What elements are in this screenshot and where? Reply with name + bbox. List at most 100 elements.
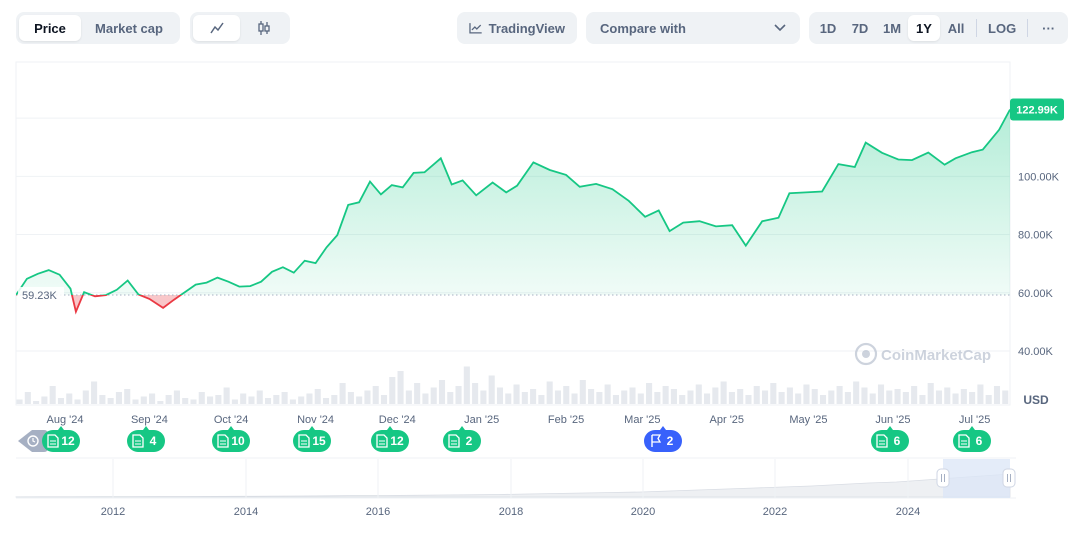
candlestick-chart-button[interactable] — [240, 15, 287, 41]
volume-bar — [496, 387, 504, 404]
x-tick-label: Dec '24 — [379, 414, 416, 426]
volume-bar — [33, 401, 40, 404]
volume-bar — [157, 401, 164, 404]
volume-bar — [24, 392, 31, 404]
price-tab[interactable]: Price — [19, 15, 81, 41]
volume-bar — [993, 386, 1001, 404]
volume-bar — [654, 392, 661, 404]
volume-bar — [240, 393, 247, 404]
volume-bar — [712, 387, 719, 404]
volume-bar — [795, 393, 802, 404]
volume-bar — [190, 399, 197, 404]
range-1m-button[interactable]: 1M — [882, 20, 902, 36]
y-tick-label: 40.00K — [1018, 346, 1054, 358]
marker-count: 4 — [150, 434, 157, 448]
volume-bar — [74, 399, 81, 404]
navigator-tick-label: 2018 — [499, 506, 523, 518]
volume-bar — [207, 396, 214, 404]
news-marker[interactable]: 10 — [212, 426, 250, 452]
volume-bar — [82, 390, 89, 404]
volume-bar — [513, 384, 520, 404]
x-tick-label: Aug '24 — [47, 414, 84, 426]
y-tick-label: 60.00K — [1018, 288, 1054, 300]
volume-bar — [124, 389, 131, 404]
news-marker[interactable]: 12 — [371, 426, 409, 452]
news-markers: 12 4 10 15 12 2 2 6 6 — [18, 426, 991, 452]
tradingview-button[interactable]: TradingView — [457, 12, 577, 44]
chevron-down-icon — [774, 24, 786, 32]
volume-bar — [819, 395, 827, 404]
x-tick-label: May '25 — [789, 414, 827, 426]
document-icon — [448, 434, 460, 448]
range-1y-button[interactable]: 1Y — [908, 15, 940, 41]
event-flag-marker[interactable]: 2 — [644, 426, 682, 452]
news-marker[interactable]: 4 — [127, 426, 165, 452]
news-marker[interactable]: 6 — [871, 426, 909, 452]
x-tick-label: Jan '25 — [464, 414, 499, 426]
volume-bar — [637, 393, 644, 404]
price-line-up — [16, 109, 1010, 295]
log-scale-button[interactable]: LOG — [988, 20, 1017, 36]
compare-with-select[interactable]: Compare with — [586, 12, 800, 44]
volume-bar — [753, 386, 760, 404]
x-tick-label: Apr '25 — [710, 414, 745, 426]
news-marker[interactable]: 15 — [293, 426, 331, 452]
tradingview-icon — [469, 23, 482, 34]
navigator-right-handle[interactable] — [1002, 468, 1016, 488]
range-all-button[interactable]: All — [947, 20, 965, 36]
currency-label: USD — [1023, 393, 1049, 407]
volume-bar — [844, 392, 851, 404]
volume-bar — [563, 386, 570, 404]
range-7d-button[interactable]: 7D — [851, 20, 869, 36]
volume-bar — [704, 393, 711, 404]
volume-bar — [646, 383, 653, 404]
history-marker-button[interactable] — [18, 430, 48, 452]
price-line-down — [16, 295, 183, 315]
news-marker[interactable]: 12 — [42, 426, 80, 452]
volume-bar — [472, 383, 479, 404]
volume-bar — [828, 390, 835, 404]
volume-bar — [596, 392, 603, 404]
line-chart-button[interactable] — [193, 15, 240, 41]
price-marketcap-toggle: Price Market cap — [16, 12, 180, 44]
volume-bar — [737, 389, 744, 404]
volume-bar — [107, 398, 114, 404]
more-options-button[interactable]: ··· — [1042, 20, 1056, 36]
volume-bar — [66, 393, 73, 404]
range-1d-button[interactable]: 1D — [819, 20, 837, 36]
news-marker[interactable]: 6 — [953, 426, 991, 452]
news-marker[interactable]: 2 — [443, 426, 481, 452]
volume-bar — [265, 398, 272, 404]
volume-bar — [422, 393, 429, 404]
x-tick-label: Jun '25 — [875, 414, 910, 426]
market-cap-tab[interactable]: Market cap — [95, 20, 163, 36]
volume-bar — [231, 399, 238, 404]
coinmarketcap-watermark: CoinMarketCap — [881, 347, 991, 364]
line-chart-icon — [209, 22, 224, 34]
volume-bar — [728, 392, 735, 404]
volume-bar — [969, 392, 976, 404]
document-icon — [876, 434, 888, 448]
volume-bar — [538, 395, 545, 404]
volume-bar — [935, 390, 943, 404]
current-price-label: 122.99K — [1016, 104, 1058, 116]
navigator-tick-label: 2012 — [101, 506, 125, 518]
document-icon — [47, 434, 59, 448]
volume-bar — [223, 387, 230, 404]
navigator-history-area — [15, 473, 1011, 498]
x-tick-label: Jul '25 — [959, 414, 990, 426]
volume-bar — [306, 393, 313, 404]
price-series: 59.23K 122.99K — [16, 98, 1064, 315]
volume-bar — [389, 377, 396, 404]
volume-bar — [521, 392, 528, 404]
volume-bar — [687, 390, 694, 404]
navigator-left-handle[interactable] — [936, 468, 950, 488]
baseline-label: 59.23K — [18, 287, 64, 303]
navigator-selection[interactable] — [943, 459, 1010, 498]
volume-bar — [380, 395, 388, 404]
volume-bar — [695, 384, 702, 404]
tradingview-label: TradingView — [488, 20, 565, 36]
marker-count: 15 — [312, 434, 326, 448]
volume-bar — [91, 381, 98, 404]
